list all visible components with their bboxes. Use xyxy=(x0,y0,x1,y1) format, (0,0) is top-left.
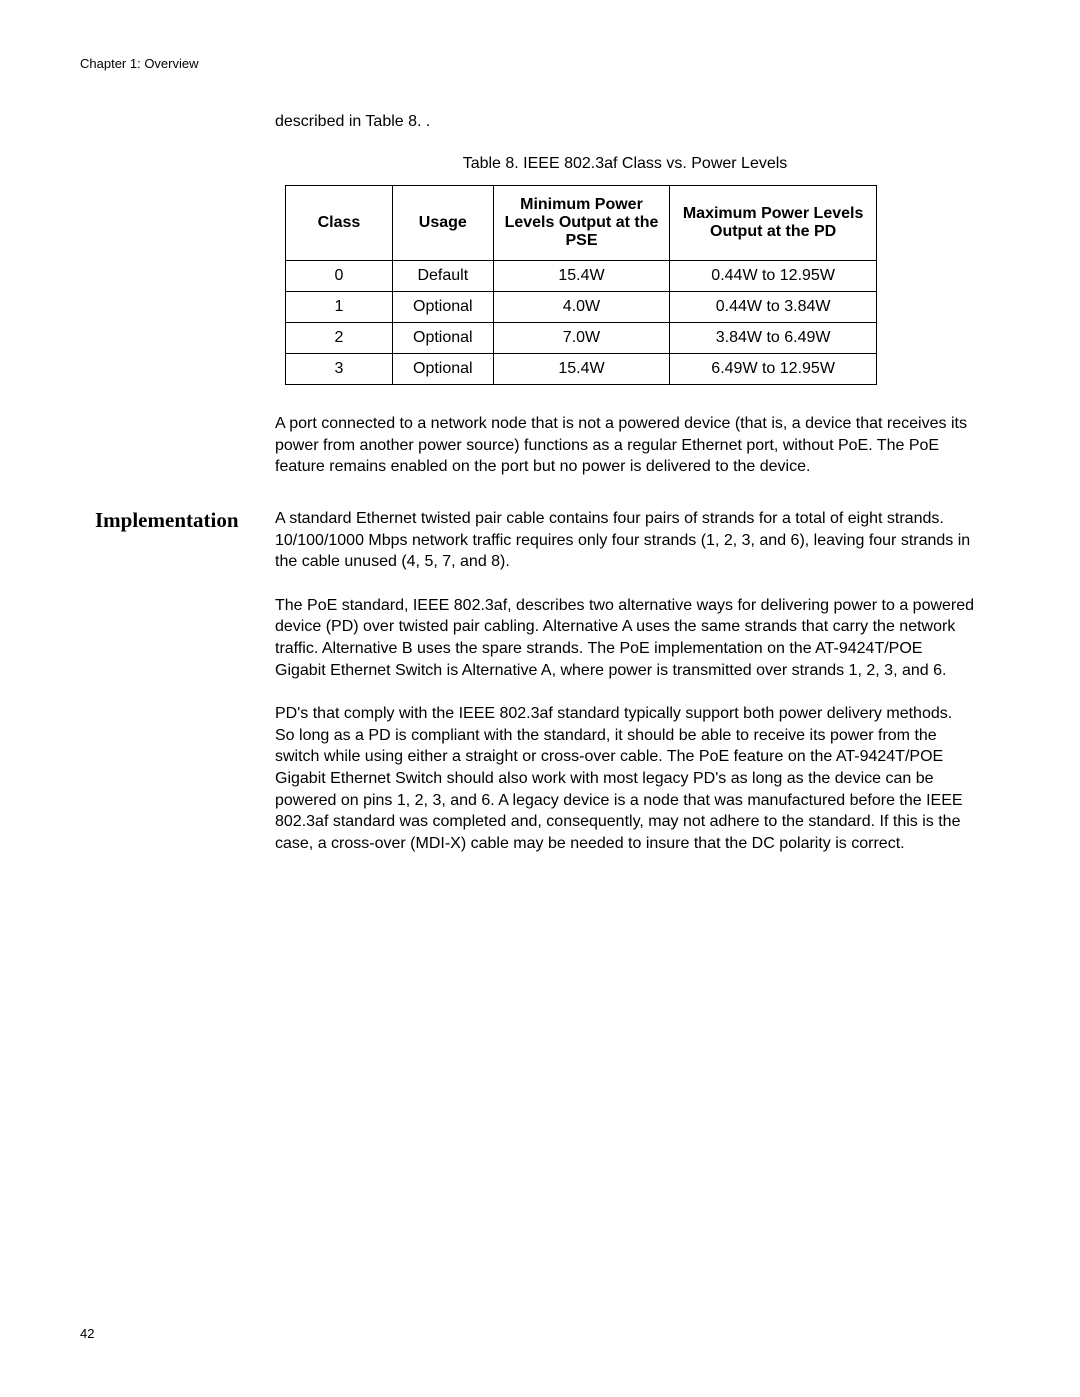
paragraph-after-table: A port connected to a network node that … xyxy=(275,413,975,478)
table-caption: Table 8. IEEE 802.3af Class vs. Power Le… xyxy=(275,155,975,173)
cell-class: 3 xyxy=(286,354,393,385)
cell-min: 15.4W xyxy=(493,354,669,385)
cell-min: 15.4W xyxy=(493,261,669,292)
cell-max: 0.44W to 12.95W xyxy=(670,261,877,292)
header-min-power: Minimum Power Levels Output at the PSE xyxy=(493,186,669,261)
cell-min: 7.0W xyxy=(493,323,669,354)
intro-text: described in Table 8. . xyxy=(275,113,975,131)
implementation-content: A standard Ethernet twisted pair cable c… xyxy=(275,508,975,876)
main-content: described in Table 8. . Table 8. IEEE 80… xyxy=(275,113,975,500)
table-row: 3 Optional 15.4W 6.49W to 12.95W xyxy=(286,354,877,385)
cell-usage: Optional xyxy=(392,354,493,385)
cell-usage: Default xyxy=(392,261,493,292)
header-max-power: Maximum Power Levels Output at the PD xyxy=(670,186,877,261)
table-header-row: Class Usage Minimum Power Levels Output … xyxy=(286,186,877,261)
cell-min: 4.0W xyxy=(493,292,669,323)
implementation-para-1: A standard Ethernet twisted pair cable c… xyxy=(275,508,975,573)
cell-max: 3.84W to 6.49W xyxy=(670,323,877,354)
header-class: Class xyxy=(286,186,393,261)
cell-usage: Optional xyxy=(392,292,493,323)
page-number: 42 xyxy=(80,1326,94,1341)
cell-class: 0 xyxy=(286,261,393,292)
table-row: 1 Optional 4.0W 0.44W to 3.84W xyxy=(286,292,877,323)
header-usage: Usage xyxy=(392,186,493,261)
cell-usage: Optional xyxy=(392,323,493,354)
chapter-text: Chapter 1: Overview xyxy=(80,56,199,71)
table-row: 2 Optional 7.0W 3.84W to 6.49W xyxy=(286,323,877,354)
chapter-header: Chapter 1: Overview xyxy=(80,56,199,71)
implementation-para-3: PD's that comply with the IEEE 802.3af s… xyxy=(275,703,975,854)
cell-class: 1 xyxy=(286,292,393,323)
cell-max: 0.44W to 3.84W xyxy=(670,292,877,323)
implementation-para-2: The PoE standard, IEEE 802.3af, describe… xyxy=(275,595,975,681)
table-row: 0 Default 15.4W 0.44W to 12.95W xyxy=(286,261,877,292)
implementation-heading: Implementation xyxy=(95,508,239,533)
cell-class: 2 xyxy=(286,323,393,354)
cell-max: 6.49W to 12.95W xyxy=(670,354,877,385)
power-levels-table: Class Usage Minimum Power Levels Output … xyxy=(285,185,877,385)
